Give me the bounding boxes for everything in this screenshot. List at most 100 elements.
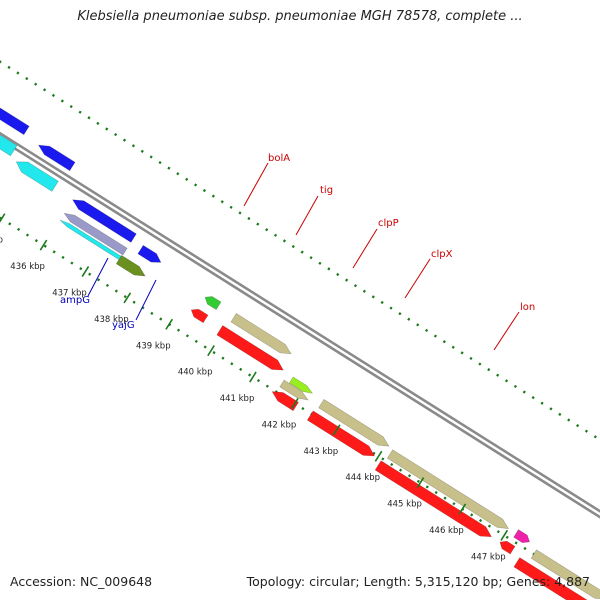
ruler-dot (212, 350, 216, 355)
gene-arrow (374, 460, 492, 538)
ruler-dot (78, 110, 82, 114)
gene-arrow (72, 199, 137, 243)
ruler-dot (220, 200, 224, 204)
gene-arrow (204, 296, 222, 311)
ruler-dot (167, 166, 171, 170)
ruler-dot (185, 334, 189, 338)
ruler-dot (96, 278, 101, 282)
backbone-line (0, 131, 600, 513)
callout-line (87, 257, 109, 297)
gene-label-yajG: yajG (112, 320, 135, 331)
ruler-dot (407, 317, 411, 321)
ruler-dot (452, 502, 456, 506)
ruler-dot (132, 300, 136, 304)
ruler-dot (230, 362, 234, 366)
ruler-dot (140, 149, 144, 153)
gene-arrow (306, 410, 376, 457)
ruler-dot (273, 233, 278, 237)
gene-arrow (513, 529, 531, 544)
callout-line (243, 162, 269, 207)
scale-tick (39, 239, 48, 251)
ruler-dot (247, 216, 251, 221)
ruler-dot (159, 317, 163, 321)
ruler-dot (478, 362, 482, 366)
gene-arrow (513, 557, 588, 600)
scale-tick (416, 477, 425, 489)
ruler-dot (389, 306, 393, 310)
ruler-dot (194, 183, 198, 187)
ruler-dot (496, 373, 500, 377)
ruler-dot (25, 76, 29, 81)
ruler-dot (558, 412, 562, 417)
ruler-dot (211, 194, 215, 198)
scale-tick-label: 447 kbp (471, 552, 506, 562)
ruler-dot (301, 406, 305, 411)
ruler-dot (460, 351, 464, 355)
ruler-dot (505, 535, 509, 539)
ruler-dot (88, 272, 92, 276)
ruler-dot (469, 356, 473, 361)
scale-tick-label: 446 kbp (429, 526, 464, 536)
ruler-dot (451, 345, 455, 349)
ruler-dot (390, 462, 394, 467)
scale-tick (374, 450, 383, 462)
scale-tick (290, 397, 299, 409)
ruler-dot (25, 233, 30, 237)
ruler-dot (0, 60, 2, 64)
ruler-dot (70, 261, 74, 265)
ruler-dot (345, 278, 349, 282)
ruler-dot (203, 345, 207, 349)
scale-tick-label: 445 kbp (387, 500, 422, 510)
ruler-dot (239, 367, 243, 371)
ruler-dot (238, 211, 242, 215)
gene-label-clpX: clpX (431, 249, 453, 260)
genome-backbone (0, 131, 600, 519)
ruler-dot (34, 82, 38, 86)
ruler-dot (114, 132, 118, 137)
scale-tick-label: 442 kbp (262, 420, 297, 430)
ruler-dot (567, 418, 571, 422)
ruler-dot (443, 496, 447, 500)
gene-arrow (137, 244, 162, 263)
ruler-dot (105, 127, 109, 131)
gene-arrow (230, 312, 292, 355)
ruler-dot (398, 312, 402, 316)
scale-tick-label: 440 kbp (178, 368, 213, 378)
gene-arrow (386, 449, 510, 529)
ruler-dot (34, 239, 38, 243)
gene-arrow (499, 540, 516, 555)
ruler-dot (593, 435, 597, 439)
ruler-dot (522, 390, 526, 394)
scale-tick (332, 424, 341, 436)
ruler-dot (479, 518, 483, 523)
scale-tick (81, 266, 90, 278)
gene-arrow (216, 325, 284, 371)
ruler-dot (105, 283, 110, 288)
ruler-dot (434, 490, 438, 495)
ruler-dot (531, 396, 535, 400)
ruler-dot (60, 99, 64, 103)
outer-dotted-ruler (0, 60, 597, 439)
ruler-dot (514, 541, 518, 545)
scale-tick-label: 444 kbp (345, 473, 380, 483)
ruler-dot (149, 155, 153, 159)
ruler-dot (42, 88, 47, 92)
gene-arrow (190, 308, 209, 324)
ruler-dot (309, 256, 313, 260)
scale-tick (500, 529, 509, 541)
gene-arrow (115, 254, 146, 277)
scale-tick-label: 443 kbp (303, 447, 338, 457)
ruler-dot (353, 284, 358, 288)
scale-tick (249, 371, 257, 383)
ruler-dot (327, 267, 331, 271)
accession-text: Accession: NC_009648 (10, 574, 153, 589)
ruler-dot (442, 340, 446, 344)
ruler-dot (496, 530, 500, 534)
ruler-dot (87, 116, 91, 120)
callout-line (135, 279, 157, 321)
gene-arrow (0, 134, 18, 157)
scale-ticks: 435 kbp 436 kbp 437 kbp 438 kbp 439 kbp 440 k… (0, 213, 509, 562)
ruler-dot (424, 328, 429, 333)
gene-arrow (279, 379, 309, 401)
